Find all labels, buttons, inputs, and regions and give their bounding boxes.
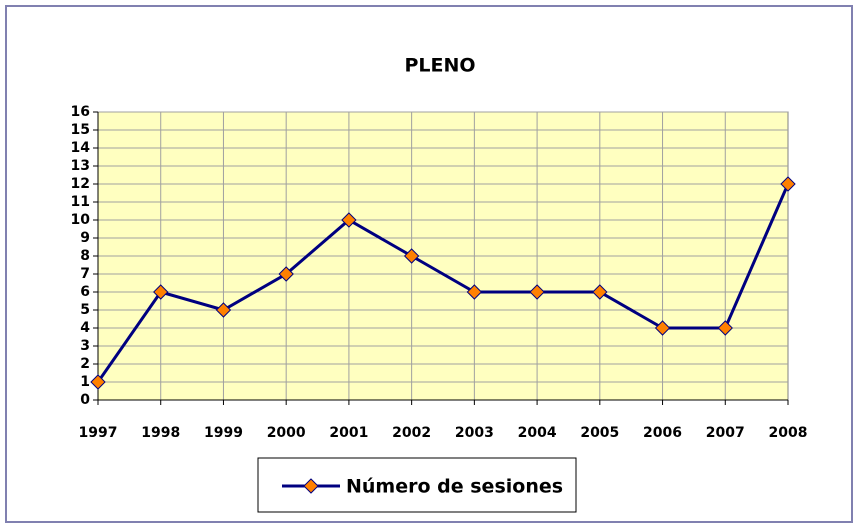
legend-label: Número de sesiones (346, 476, 563, 498)
marker (403, 248, 420, 264)
marker (717, 320, 733, 336)
marker (654, 320, 671, 336)
y-tick-label: 1 (80, 374, 90, 390)
line (96, 183, 790, 383)
y-tick-label: 10 (71, 212, 91, 228)
y-tick-label: 4 (80, 320, 90, 336)
x-tick-label: 2000 (267, 425, 306, 441)
marker (529, 284, 545, 300)
y-tick-label: 14 (71, 140, 91, 156)
x-tick-label: 2008 (769, 425, 808, 441)
x-tick-label: 1999 (204, 425, 243, 441)
y-tick-label: 15 (71, 122, 90, 138)
marker (153, 284, 169, 300)
y-tick-label: 6 (80, 284, 90, 300)
y-tick-label: 8 (80, 248, 90, 264)
chart-title: PLENO (404, 55, 475, 77)
x-tick-label: 2002 (392, 425, 431, 441)
marker (341, 212, 357, 228)
x-tick-label: 2004 (518, 425, 557, 441)
y-tick-label: 16 (71, 104, 90, 120)
y-tick-label: 12 (71, 176, 90, 192)
y-tick-label: 7 (80, 266, 90, 282)
x-tick-label: 2006 (643, 425, 682, 441)
marker (278, 266, 294, 282)
y-tick-label: 13 (71, 158, 90, 174)
legend-marker (303, 478, 319, 494)
y-tick-label: 2 (80, 356, 90, 372)
marker (780, 176, 796, 192)
y-tick-label: 9 (80, 230, 90, 246)
marker (215, 302, 232, 318)
x-tick-label: 1998 (141, 425, 180, 441)
x-tick-label: 2003 (455, 425, 494, 441)
y-tick-label: 0 (80, 392, 90, 408)
marker (466, 284, 483, 300)
y-tick-label: 5 (80, 302, 90, 318)
marker (592, 284, 608, 300)
x-tick-label: 2007 (706, 425, 745, 441)
x-tick-label: 1997 (79, 425, 118, 441)
y-tick-label: 11 (71, 194, 90, 210)
x-tick-label: 2005 (580, 425, 619, 441)
marker (90, 374, 106, 390)
x-tick-label: 2001 (329, 425, 368, 441)
y-tick-label: 3 (80, 338, 90, 354)
